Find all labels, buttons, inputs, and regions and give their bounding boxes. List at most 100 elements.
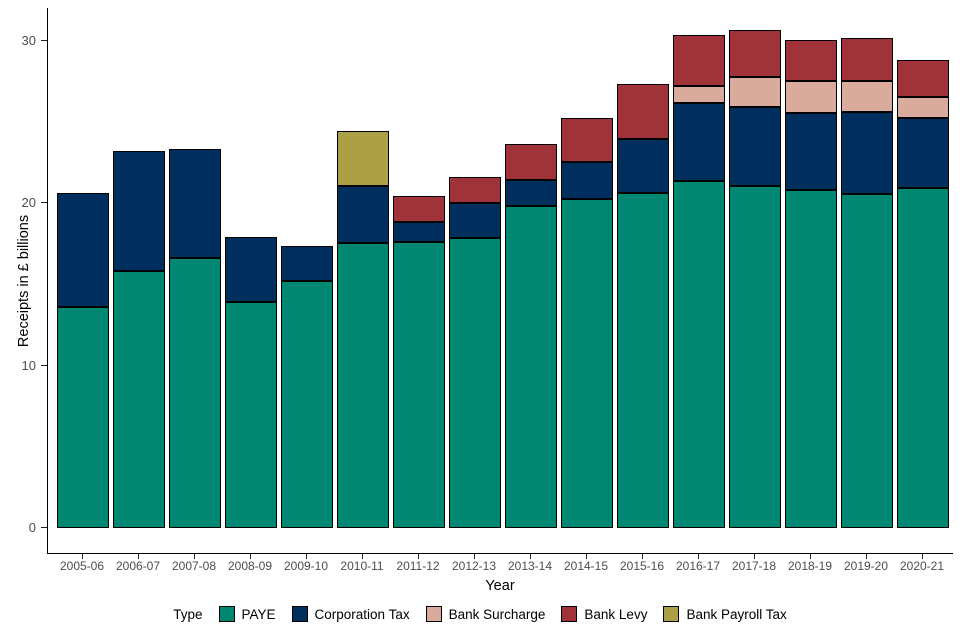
- bar-segment-corporation-tax: [729, 106, 781, 187]
- bar-2006-07: [113, 150, 165, 528]
- x-tick-label: 2015-16: [619, 559, 665, 573]
- bar-segment-bank-surcharge: [897, 96, 949, 118]
- legend-label: Bank Surcharge: [448, 606, 546, 622]
- bar-2005-06: [57, 192, 109, 528]
- x-tick-label: 2008-09: [227, 559, 273, 573]
- legend-item-paye: PAYE: [218, 606, 276, 622]
- x-tick-label: 2010-11: [340, 559, 384, 573]
- bar-segment-bank-surcharge: [673, 85, 725, 104]
- bar-2018-19: [785, 40, 837, 528]
- bar-segment-corporation-tax: [393, 222, 445, 242]
- y-tick-label: 0: [28, 520, 36, 535]
- x-tick-mark: [417, 554, 419, 559]
- bar-segment-corporation-tax: [841, 111, 893, 195]
- legend-item-bank-payroll-tax: Bank Payroll Tax: [663, 606, 787, 622]
- legend-label: PAYE: [241, 606, 276, 622]
- y-tick-label: 20: [21, 195, 36, 210]
- y-axis-title: Receipts in £ billions: [16, 214, 32, 348]
- bar-segment-bank-levy: [785, 40, 837, 81]
- bar-segment-corporation-tax: [225, 236, 277, 302]
- x-tick-mark: [249, 554, 251, 559]
- legend-swatch: [425, 606, 442, 622]
- bar-segment-bank-levy: [617, 83, 669, 140]
- bar-2013-14: [505, 144, 557, 528]
- x-tick-mark: [809, 554, 811, 559]
- legend-label: Bank Payroll Tax: [686, 606, 787, 622]
- x-tick-mark: [753, 554, 755, 559]
- bar-segment-bank-levy: [561, 118, 613, 162]
- x-axis-title: Year: [485, 578, 515, 594]
- bar-segment-corporation-tax: [561, 161, 613, 200]
- bar-segment-bank-levy: [449, 176, 501, 203]
- legend-item-bank-surcharge: Bank Surcharge: [425, 606, 546, 622]
- bar-segment-paye: [897, 187, 949, 528]
- x-tick-mark: [193, 554, 195, 559]
- bar-segment-corporation-tax: [281, 246, 333, 281]
- x-tick-mark: [137, 554, 139, 559]
- bar-segment-bank-payroll-tax: [337, 131, 389, 187]
- x-tick-mark: [361, 554, 363, 559]
- bar-segment-paye: [505, 205, 557, 528]
- legend-label: Corporation Tax: [314, 606, 410, 622]
- bar-segment-corporation-tax: [785, 113, 837, 190]
- x-tick-mark: [529, 554, 531, 559]
- bar-segment-corporation-tax: [449, 202, 501, 239]
- x-tick-label: 2016-17: [675, 559, 721, 573]
- y-tick-mark: [41, 364, 47, 366]
- x-tick-label: 2017-18: [731, 559, 777, 573]
- y-tick-mark: [41, 202, 47, 203]
- x-tick-mark: [305, 554, 307, 559]
- bar-2014-15: [561, 118, 613, 528]
- x-tick-label: 2005-06: [59, 559, 105, 573]
- bar-2020-21: [897, 59, 949, 528]
- bar-segment-corporation-tax: [337, 186, 389, 244]
- bar-segment-paye: [449, 238, 501, 528]
- y-tick-label: 10: [21, 357, 36, 373]
- bar-segment-paye: [169, 257, 221, 528]
- y-tick-label: 30: [21, 32, 36, 48]
- bar-segment-corporation-tax: [113, 150, 165, 271]
- bar-segment-paye: [393, 241, 445, 528]
- bar-segment-bank-surcharge: [785, 80, 837, 114]
- x-tick-label: 2011-12: [396, 559, 440, 573]
- bar-2007-08: [169, 148, 221, 528]
- x-tick-mark: [81, 554, 83, 559]
- x-tick-mark: [473, 554, 475, 559]
- bar-segment-corporation-tax: [505, 179, 557, 206]
- legend-title: Type: [173, 606, 203, 622]
- legend-item-corporation-tax: Corporation Tax: [291, 606, 410, 622]
- x-tick-label: 2013-14: [507, 559, 553, 573]
- bar-segment-paye: [225, 301, 277, 528]
- bar-segment-bank-surcharge: [729, 77, 781, 107]
- bar-segment-paye: [617, 192, 669, 528]
- bar-segment-bank-levy: [393, 196, 445, 222]
- y-tick-mark: [41, 39, 47, 41]
- x-tick-label: 2007-08: [171, 559, 217, 573]
- x-tick-mark: [697, 554, 699, 559]
- bar-2017-18: [729, 30, 781, 528]
- bar-segment-paye: [841, 194, 893, 528]
- bar-segment-paye: [113, 270, 165, 528]
- x-tick-label: 2020-21: [899, 559, 945, 573]
- legend-label: Bank Levy: [584, 606, 648, 622]
- x-tick-label: 2012-13: [451, 559, 497, 573]
- bar-segment-paye: [561, 199, 613, 528]
- bar-segment-corporation-tax: [617, 139, 669, 193]
- bar-segment-corporation-tax: [169, 148, 221, 258]
- bar-2008-09: [225, 236, 277, 528]
- bar-segment-bank-levy: [897, 59, 949, 97]
- legend-swatch: [218, 606, 235, 622]
- x-tick-mark: [865, 554, 867, 559]
- bar-segment-bank-levy: [841, 38, 893, 81]
- bar-segment-paye: [281, 280, 333, 528]
- legend-swatch: [663, 606, 680, 622]
- bar-segment-bank-levy: [673, 35, 725, 86]
- plot-panel: [47, 8, 953, 554]
- bar-2019-20: [841, 38, 893, 528]
- bar-segment-corporation-tax: [57, 192, 109, 307]
- legend-item-bank-levy: Bank Levy: [561, 606, 647, 622]
- bar-segment-paye: [673, 181, 725, 528]
- bar-segment-paye: [57, 306, 109, 528]
- bar-segment-corporation-tax: [897, 118, 949, 188]
- bar-segment-bank-levy: [729, 30, 781, 78]
